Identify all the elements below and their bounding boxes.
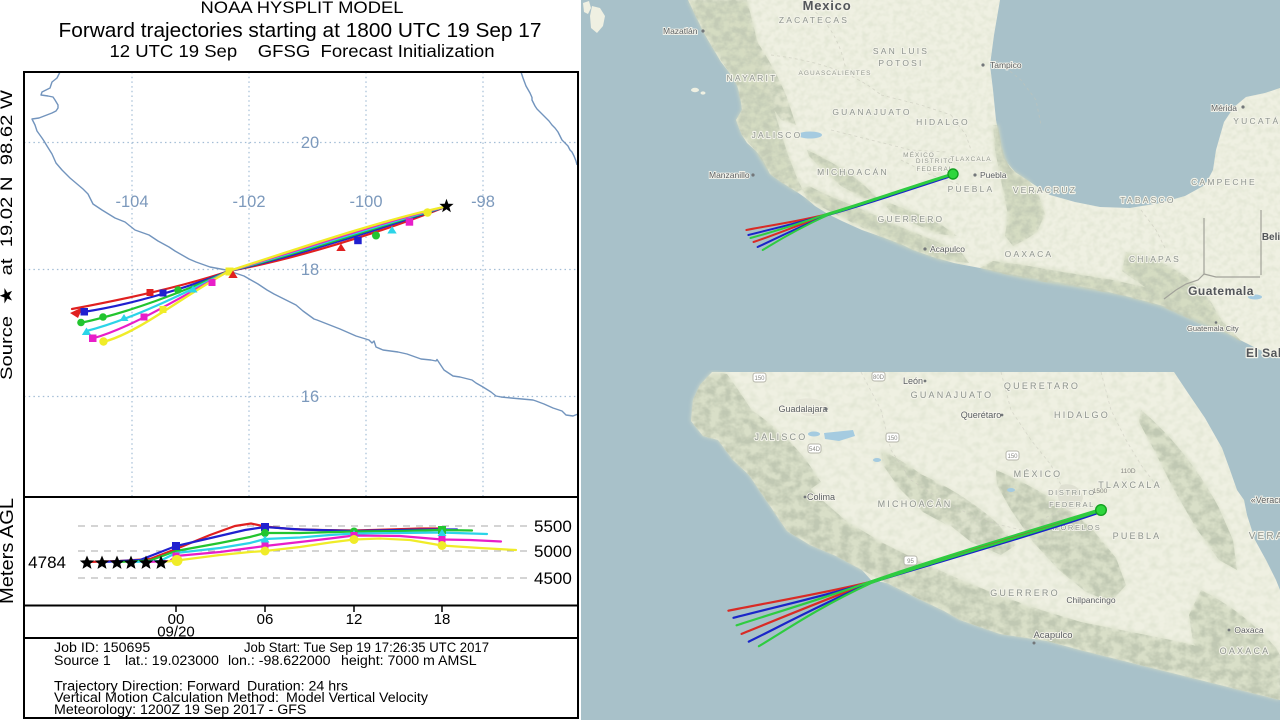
svg-text:MICHOACÁN: MICHOACÁN	[817, 167, 889, 177]
svg-text:«Veracruz: «Veracruz	[1251, 495, 1280, 505]
svg-text:Job ID: 150695: Job ID: 150695	[54, 640, 150, 656]
svg-text:NOAA HYSPLIT MODEL: NOAA HYSPLIT MODEL	[201, 0, 404, 17]
svg-text:lon.: -98.622000: lon.: -98.622000	[228, 653, 331, 669]
svg-text:QUERETARO: QUERETARO	[1004, 381, 1080, 391]
svg-text:OAXACA: OAXACA	[1005, 249, 1054, 259]
svg-text:JALISCO: JALISCO	[752, 130, 803, 140]
svg-text:HIDALGO: HIDALGO	[916, 117, 970, 127]
svg-text:06: 06	[257, 611, 274, 628]
svg-text:54D: 54D	[809, 447, 821, 453]
svg-text:Guadalajara: Guadalajara	[778, 404, 827, 414]
svg-text:GUERRERO: GUERRERO	[878, 214, 945, 224]
svg-text:MORELOS: MORELOS	[1053, 523, 1102, 532]
svg-text:4500: 4500	[534, 569, 572, 588]
svg-text:lat.: 19.023000: lat.: 19.023000	[125, 653, 219, 669]
svg-text:-102: -102	[232, 193, 265, 211]
svg-text:GUANAJUATO: GUANAJUATO	[832, 107, 911, 117]
svg-text:Mexico: Mexico	[803, 0, 852, 13]
svg-text:Querétaro: Querétaro	[961, 410, 1002, 420]
svg-text:Meters AGL: Meters AGL	[0, 498, 17, 604]
svg-text:NAYARIT: NAYARIT	[727, 73, 778, 83]
svg-text:150: 150	[754, 376, 765, 382]
svg-text:Forward trajectories starting: Forward trajectories starting at 1800 UT…	[59, 19, 542, 42]
svg-text:TLAXCALA: TLAXCALA	[1098, 480, 1162, 490]
svg-text:GUANAJUATO: GUANAJUATO	[911, 390, 994, 400]
svg-text:Manzanillo: Manzanillo	[709, 170, 750, 180]
svg-text:12: 12	[346, 611, 363, 628]
svg-text:MICHOACÁN: MICHOACÁN	[878, 499, 953, 509]
svg-text:4784: 4784	[28, 553, 66, 572]
svg-text:5500: 5500	[534, 517, 572, 536]
svg-text:16: 16	[301, 388, 319, 406]
svg-text:80D: 80D	[873, 375, 885, 381]
svg-text:POTOSI: POTOSI	[878, 58, 923, 68]
svg-text:12 UTC 19 Sep GFSG Forecas: 12 UTC 19 Sep GFSG Forecast Initializati…	[110, 41, 495, 61]
svg-text:JALISCO: JALISCO	[755, 432, 808, 442]
svg-text:MÉXICO: MÉXICO	[903, 150, 935, 159]
svg-text:Tampico: Tampico	[990, 60, 1022, 70]
svg-text:FEDERAL: FEDERAL	[917, 166, 954, 173]
svg-text:YUCATÁN: YUCATÁN	[1233, 116, 1280, 126]
svg-text:09/20: 09/20	[157, 624, 195, 641]
svg-text:HIDALGO: HIDALGO	[1054, 410, 1110, 420]
svg-text:PUEBLA: PUEBLA	[1113, 531, 1162, 541]
svg-text:150: 150	[887, 436, 898, 442]
svg-text:18: 18	[301, 261, 319, 279]
svg-text:Colima: Colima	[807, 492, 835, 502]
svg-text:PUEBLA: PUEBLA	[948, 184, 995, 194]
svg-text:Job Start: Tue Sep 19 17:26:35: Job Start: Tue Sep 19 17:26:35 UTC 2017	[244, 640, 489, 656]
svg-text:CHIAPAS: CHIAPAS	[1129, 254, 1181, 264]
svg-text:Source 1: Source 1	[54, 653, 111, 669]
svg-text:Mérida: Mérida	[1211, 103, 1237, 113]
svg-text:Acapulco: Acapulco	[930, 244, 965, 254]
svg-text:GUERRERO: GUERRERO	[990, 588, 1060, 598]
svg-text:VERACRUZ: VERACRUZ	[1013, 185, 1077, 195]
svg-text:Mazatlán: Mazatlán	[663, 26, 698, 36]
svg-text:20: 20	[301, 134, 319, 152]
svg-text:VERACRUZ: VERACRUZ	[1249, 531, 1280, 542]
svg-text:OAXACA: OAXACA	[1220, 646, 1271, 656]
svg-text:ZACATECAS: ZACATECAS	[779, 15, 849, 25]
svg-text:18: 18	[434, 611, 451, 628]
svg-text:Vertical Motion Calculation Me: Vertical Motion Calculation Method:	[54, 690, 279, 706]
svg-text:Chilpancingo: Chilpancingo	[1066, 595, 1115, 605]
svg-text:DISTRITO: DISTRITO	[1048, 488, 1096, 497]
svg-text:Source ★ at 19.02 N 98.62: Source ★ at 19.02 N 98.62 W	[0, 90, 16, 380]
svg-text:MÉXICO: MÉXICO	[1014, 469, 1063, 479]
svg-text:-98: -98	[471, 193, 495, 211]
svg-text:150: 150	[1007, 454, 1018, 460]
svg-text:110D: 110D	[1120, 468, 1135, 475]
svg-text:Meteorology: 1200Z 19 Sep 2017: Meteorology: 1200Z 19 Sep 2017 - GFS	[54, 702, 306, 718]
svg-text:-100: -100	[349, 193, 382, 211]
svg-text:FEDERAL: FEDERAL	[1049, 500, 1095, 509]
svg-text:TLAXCALA: TLAXCALA	[950, 156, 991, 163]
svg-text:00: 00	[168, 611, 185, 628]
svg-text:Acapulco: Acapulco	[1033, 630, 1072, 641]
svg-text:Duration: 24 hrs: Duration: 24 hrs	[247, 679, 348, 695]
svg-text:Trajectory Direction: Forward: Trajectory Direction: Forward	[54, 679, 240, 695]
svg-text:DISTRITO: DISTRITO	[916, 158, 954, 165]
svg-text:Beli: Beli	[1262, 232, 1280, 243]
svg-text:AGUASCALIENTES: AGUASCALIENTES	[799, 70, 872, 77]
svg-text:height: 7000 m AMSL: height: 7000 m AMSL	[341, 653, 477, 669]
svg-text:CAMPECHE: CAMPECHE	[1191, 177, 1257, 187]
svg-text:95: 95	[907, 559, 914, 565]
svg-text:El Salva: El Salva	[1246, 346, 1280, 360]
svg-text:Puebla: Puebla	[980, 170, 1007, 180]
svg-text:SAN LUIS: SAN LUIS	[873, 46, 929, 56]
svg-text:TABASCO: TABASCO	[1120, 195, 1175, 205]
svg-text:1500: 1500	[1093, 488, 1108, 495]
svg-text:Model Vertical Velocity: Model Vertical Velocity	[286, 690, 429, 706]
svg-text:5000: 5000	[534, 542, 572, 561]
svg-text:León: León	[903, 376, 923, 386]
svg-text:Guatemala City: Guatemala City	[1187, 324, 1239, 333]
svg-text:Oaxaca: Oaxaca	[1234, 625, 1264, 635]
svg-text:-104: -104	[115, 193, 148, 211]
svg-text:Guatemala: Guatemala	[1188, 284, 1254, 298]
